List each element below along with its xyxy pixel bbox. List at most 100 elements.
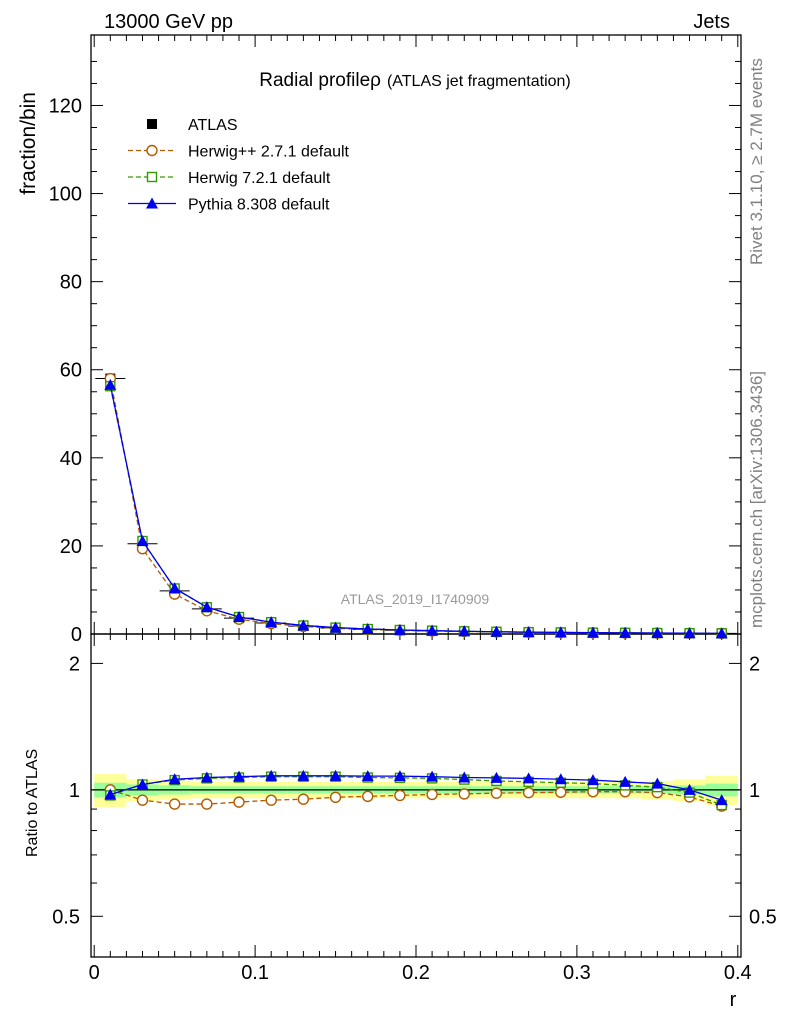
rivet-version-label: Rivet 3.1.10, ≥ 2.7M events <box>747 58 766 265</box>
marker-triangle <box>200 601 213 613</box>
marker-triangle <box>683 627 696 639</box>
series-line-ratio <box>110 775 722 801</box>
mcplots-source-label: mcplots.cern.ch [arXiv:1306.3436] <box>747 371 766 628</box>
energy-label: 13000 GeV pp <box>104 11 233 33</box>
legend-entry: Herwig 7.2.1 default <box>128 170 331 187</box>
marker-triangle <box>522 626 535 638</box>
y-tick-label: 100 <box>49 184 82 206</box>
marker-triangle <box>393 770 406 782</box>
marker-triangle <box>104 788 117 800</box>
series-line-ratio <box>110 789 722 807</box>
marker-circle <box>297 793 310 805</box>
marker-circle <box>201 798 213 810</box>
legend: ATLAS Herwig++ 2.7.1 default Herwig 7.2.1 … <box>128 117 350 214</box>
marker-circle <box>329 791 342 804</box>
marker-triangle <box>297 769 310 781</box>
marker-triangle <box>683 783 696 795</box>
series-line-ratio <box>110 776 722 806</box>
legend-label: Pythia 8.308 default <box>188 197 330 214</box>
ratio-tick-label: 2 <box>69 653 80 675</box>
marker-triangle <box>136 535 149 547</box>
x-tick-label: 0.3 <box>563 962 591 984</box>
x-axis-label: r <box>730 989 737 1011</box>
marker-circle <box>362 790 374 803</box>
marker-triangle <box>619 626 632 638</box>
marker-triangle <box>168 582 181 594</box>
legend-entry: Pythia 8.308 default <box>128 197 330 214</box>
x-tick-label: 0 <box>89 962 100 984</box>
marker-triangle <box>651 777 664 789</box>
ratio-tick-label: 1 <box>69 780 80 802</box>
marker-circle <box>168 798 181 810</box>
marker-triangle <box>426 624 439 636</box>
marker-circle <box>522 786 535 799</box>
marker-triangle <box>458 771 471 783</box>
marker-circle <box>136 794 149 806</box>
marker-triangle <box>715 627 728 639</box>
marker-triangle <box>329 621 342 633</box>
y-tick-label: 0 <box>71 624 82 646</box>
ratio-axis-label: Ratio to ATLAS <box>24 749 41 857</box>
chart-title: Radial profileρ (ATLAS jet fragmentation) <box>259 70 571 91</box>
marker-triangle <box>233 610 246 622</box>
x-tick-label: 0.2 <box>402 962 430 984</box>
y-tick-label: 60 <box>60 360 82 382</box>
marker-triangle <box>393 623 406 635</box>
marker-triangle <box>490 625 503 637</box>
marker-square <box>146 171 158 183</box>
marker-triangle <box>104 378 117 390</box>
marker-triangle <box>297 619 310 631</box>
marker-triangle <box>458 625 471 637</box>
legend-label: Herwig 7.2.1 default <box>188 170 331 187</box>
ratio-tick-label-right: 2 <box>749 653 760 675</box>
marker-triangle <box>586 626 599 638</box>
process-label: Jets <box>693 11 730 33</box>
ratio-tick-label-right: 0.5 <box>749 906 777 928</box>
legend-entry: ATLAS <box>147 117 238 134</box>
marker-triangle <box>619 775 632 787</box>
analysis-watermark: ATLAS_2019_I1740909 <box>341 591 490 607</box>
y-tick-label: 20 <box>60 536 82 558</box>
marker-circle <box>555 786 567 798</box>
marker-triangle <box>715 794 728 806</box>
marker-triangle <box>265 616 278 628</box>
legend-label: Herwig++ 2.7.1 default <box>188 144 350 161</box>
marker-circle <box>426 788 438 801</box>
x-tick-label: 0.4 <box>724 962 752 984</box>
marker-triangle <box>233 770 246 782</box>
marker-triangle <box>361 770 374 782</box>
marker-triangle <box>329 769 342 781</box>
marker-triangle <box>200 771 213 783</box>
legend-label: ATLAS <box>188 117 238 134</box>
y-axis-label: fraction/bin <box>17 92 40 195</box>
ratio-tick-label: 0.5 <box>52 906 80 928</box>
marker-circle <box>233 796 245 808</box>
marker-triangle <box>265 769 278 781</box>
marker-triangle <box>522 772 535 784</box>
marker-circle <box>146 144 158 157</box>
marker-triangle <box>586 774 599 786</box>
marker-triangle <box>554 626 567 638</box>
y-tick-label: 40 <box>60 448 82 470</box>
y-tick-label: 120 <box>49 95 82 117</box>
series-pythia-8-308-default <box>104 378 728 806</box>
x-tick-label: 0.1 <box>241 962 269 984</box>
marker-triangle <box>490 771 503 783</box>
marker-circle <box>458 788 470 800</box>
marker-triangle <box>168 773 181 785</box>
marker-triangle <box>146 197 158 209</box>
marker-circle <box>265 794 277 806</box>
series-line-main <box>109 384 722 635</box>
marker-triangle <box>554 773 567 785</box>
marker-triangle <box>361 623 374 635</box>
y-tick-label: 80 <box>60 272 82 294</box>
marker-triangle <box>426 770 439 782</box>
ratio-tick-label-right: 1 <box>749 780 760 802</box>
legend-entry: Herwig++ 2.7.1 default <box>128 144 350 161</box>
marker-circle <box>490 787 503 799</box>
marker-triangle <box>651 627 664 639</box>
marker-circle <box>394 789 406 802</box>
marker-data <box>147 119 157 129</box>
marker-triangle <box>136 778 149 790</box>
